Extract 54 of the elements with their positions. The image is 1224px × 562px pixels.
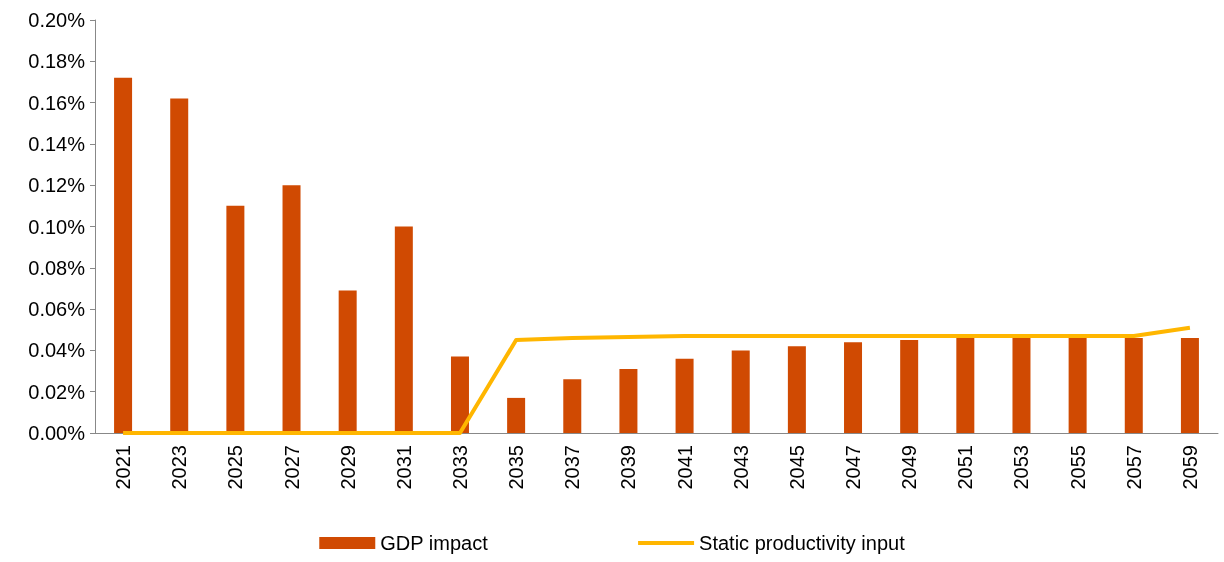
x-tick-label: 2045: [785, 445, 808, 490]
x-tick-label: 2055: [1066, 445, 1089, 490]
y-tick-label: 0.18%: [28, 50, 86, 73]
bar: [338, 290, 357, 433]
bar: [956, 338, 975, 433]
x-tick-label: 2039: [617, 445, 640, 490]
y-tick-label: 0.06%: [28, 298, 86, 321]
y-tick-label: 0.00%: [28, 422, 86, 444]
x-tick-label: 2025: [224, 445, 247, 490]
bar: [450, 356, 469, 433]
x-tick-label: 2021: [112, 445, 135, 490]
x-tick-label: 2049: [898, 445, 921, 490]
bar: [394, 226, 413, 433]
y-tick-label: 0.02%: [28, 380, 86, 403]
bar: [844, 342, 863, 433]
x-tick-label: 2027: [280, 445, 303, 490]
x-tick-label: 2037: [561, 445, 584, 490]
y-tick-label: 0.08%: [28, 256, 86, 279]
bar: [563, 379, 582, 433]
x-tick-label: 2051: [954, 445, 977, 490]
y-tick-label: 0.20%: [28, 9, 86, 31]
y-tick-label: 0.14%: [28, 132, 86, 155]
x-tick-label: 2033: [448, 445, 471, 490]
bar: [1068, 338, 1087, 433]
x-tick-label: 2043: [729, 445, 752, 490]
bar: [282, 185, 301, 433]
x-tick-label: 2035: [505, 445, 528, 490]
y-tick-label: 0.12%: [28, 174, 86, 197]
bar: [226, 205, 245, 433]
x-tick-label: 2029: [336, 445, 359, 490]
y-tick-label: 0.04%: [28, 339, 86, 362]
x-tick-label: 2059: [1178, 445, 1201, 490]
bar: [114, 77, 133, 433]
bar: [1012, 338, 1031, 433]
x-tick-label: 2047: [842, 445, 865, 490]
bar: [900, 340, 919, 433]
x-tick-label: 2057: [1122, 445, 1145, 490]
bar: [787, 346, 806, 433]
x-tick-label: 2023: [168, 445, 191, 490]
line-series: [121, 325, 1192, 435]
legend-label: Static productivity input: [699, 532, 906, 554]
bar: [1180, 338, 1199, 433]
bar: [619, 368, 638, 433]
x-tick-label: 2053: [1010, 445, 1033, 490]
bar: [675, 358, 694, 433]
bar: [731, 350, 750, 433]
x-tick-label: 2041: [673, 445, 696, 490]
legend-label: GDP impact: [380, 532, 489, 554]
bar: [1124, 338, 1143, 433]
y-tick-label: 0.16%: [28, 91, 86, 114]
bar: [507, 397, 526, 433]
y-tick-label: 0.10%: [28, 215, 86, 238]
x-tick-label: 2031: [392, 445, 415, 490]
bar: [170, 98, 189, 433]
